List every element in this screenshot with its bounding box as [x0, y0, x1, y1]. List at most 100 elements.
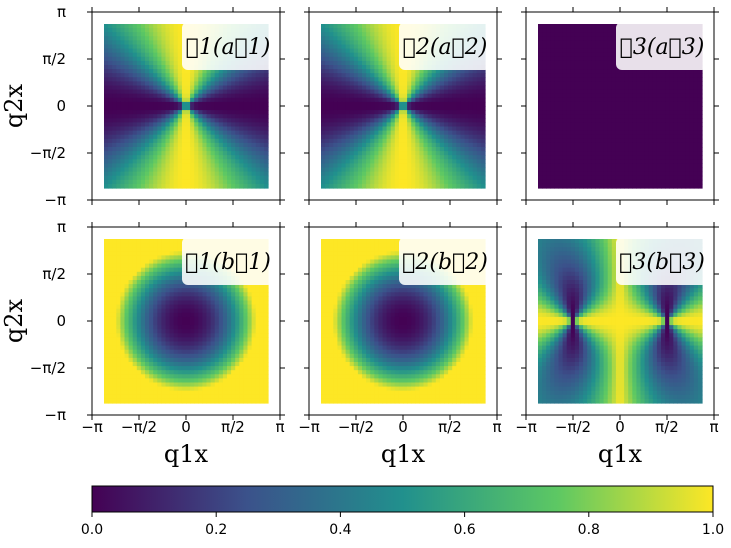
heatmap-cell	[357, 52, 363, 58]
heatmap-cell	[247, 89, 253, 95]
heatmap-cell	[403, 106, 408, 111]
heatmap-cell	[112, 130, 117, 136]
heatmap-cell	[169, 65, 175, 70]
heatmap-cell	[227, 130, 232, 136]
heatmap-cell	[689, 151, 695, 156]
heatmap-cell	[108, 97, 113, 103]
heatmap-cell	[599, 101, 605, 107]
heatmap-cell	[452, 93, 457, 99]
heatmap-cell	[689, 114, 695, 119]
heatmap-cell	[202, 97, 208, 103]
heatmap-cell	[333, 126, 338, 132]
heatmap-cell	[218, 159, 224, 164]
heatmap-cell	[579, 44, 584, 50]
heatmap-cell	[173, 24, 179, 29]
heatmap-cell	[620, 175, 625, 181]
heatmap-cell	[186, 69, 191, 74]
heatmap-cell	[595, 101, 601, 107]
heatmap-cell	[149, 159, 154, 164]
heatmap-cell	[345, 130, 351, 136]
heatmap-cell	[599, 171, 605, 177]
heatmap-cell	[227, 138, 232, 144]
heatmap-cell	[173, 106, 179, 111]
heatmap-cell	[112, 118, 117, 123]
heatmap-cell	[681, 122, 687, 128]
heatmap-cell	[140, 183, 146, 189]
heatmap-cell	[693, 134, 699, 140]
heatmap-cell	[607, 130, 613, 136]
heatmap-cell	[595, 163, 601, 169]
heatmap-cell	[394, 89, 400, 95]
heatmap-cell	[251, 179, 257, 185]
heatmap-cell	[546, 81, 551, 87]
heatmap-cell	[681, 142, 687, 148]
heatmap-cell	[624, 183, 629, 189]
heatmap-cell	[124, 110, 130, 115]
heatmap-cell	[202, 85, 208, 91]
heatmap-cell	[599, 77, 605, 82]
heatmap-cell	[599, 175, 605, 181]
heatmap-cell	[591, 60, 596, 66]
heatmap-cell	[661, 93, 666, 99]
heatmap-cell	[333, 175, 338, 181]
heatmap-cell	[546, 183, 551, 189]
heatmap-cell	[329, 155, 334, 160]
heatmap-cell	[206, 147, 212, 152]
heatmap-cell	[403, 183, 408, 189]
heatmap-cell	[591, 110, 596, 115]
heatmap-cell	[411, 93, 416, 99]
heatmap-cell	[403, 118, 408, 123]
heatmap-cell	[243, 175, 249, 181]
heatmap-cell	[341, 122, 347, 128]
heatmap-cell	[112, 138, 117, 144]
heatmap-cell	[227, 73, 232, 78]
heatmap-cell	[546, 73, 551, 78]
heatmap-cell	[140, 155, 146, 160]
heatmap-cell	[325, 48, 330, 54]
heatmap-cell	[173, 101, 179, 107]
heatmap-cell	[370, 138, 375, 144]
heatmap-cell	[415, 171, 420, 177]
heatmap-cell	[210, 151, 216, 156]
heatmap-cell	[693, 159, 699, 164]
heatmap-cell	[378, 101, 384, 107]
heatmap-cell	[120, 85, 126, 91]
heatmap-cell	[640, 134, 646, 140]
heatmap-cell	[386, 110, 392, 115]
heatmap-cell	[538, 89, 543, 95]
heatmap-cell	[333, 134, 338, 140]
heatmap-cell	[640, 118, 646, 123]
heatmap-cell	[480, 138, 486, 144]
heatmap-cell	[476, 110, 482, 115]
heatmap-cell	[550, 179, 555, 185]
heatmap-cell	[665, 134, 670, 140]
heatmap-cell	[599, 73, 605, 78]
heatmap-cell	[665, 81, 670, 87]
heatmap-cell	[603, 89, 609, 95]
heatmap-cell	[366, 73, 371, 78]
heatmap-cell	[325, 134, 330, 140]
heatmap-cell	[108, 28, 113, 33]
heatmap-cell	[435, 69, 441, 74]
heatmap-cell	[652, 130, 658, 136]
heatmap-cell	[689, 93, 695, 99]
heatmap-cell	[173, 175, 179, 181]
heatmap-cell	[583, 147, 588, 152]
heatmap-cell	[677, 122, 683, 128]
heatmap-cell	[116, 24, 121, 29]
heatmap-cell	[165, 126, 171, 132]
heatmap-cell	[186, 138, 191, 144]
heatmap-cell	[448, 151, 453, 156]
heatmap-cell	[321, 97, 326, 103]
heatmap-cell	[468, 175, 474, 181]
heatmap-cell	[382, 24, 388, 29]
heatmap-cell	[136, 28, 142, 33]
heatmap-cell	[173, 85, 179, 91]
heatmap-cell	[362, 138, 367, 144]
heatmap-cell	[374, 36, 379, 41]
heatmap-cell	[136, 126, 142, 132]
heatmap-cell	[349, 69, 355, 74]
heatmap-cell	[558, 175, 564, 181]
heatmap-cell	[210, 171, 216, 177]
heatmap-cell	[247, 183, 253, 189]
